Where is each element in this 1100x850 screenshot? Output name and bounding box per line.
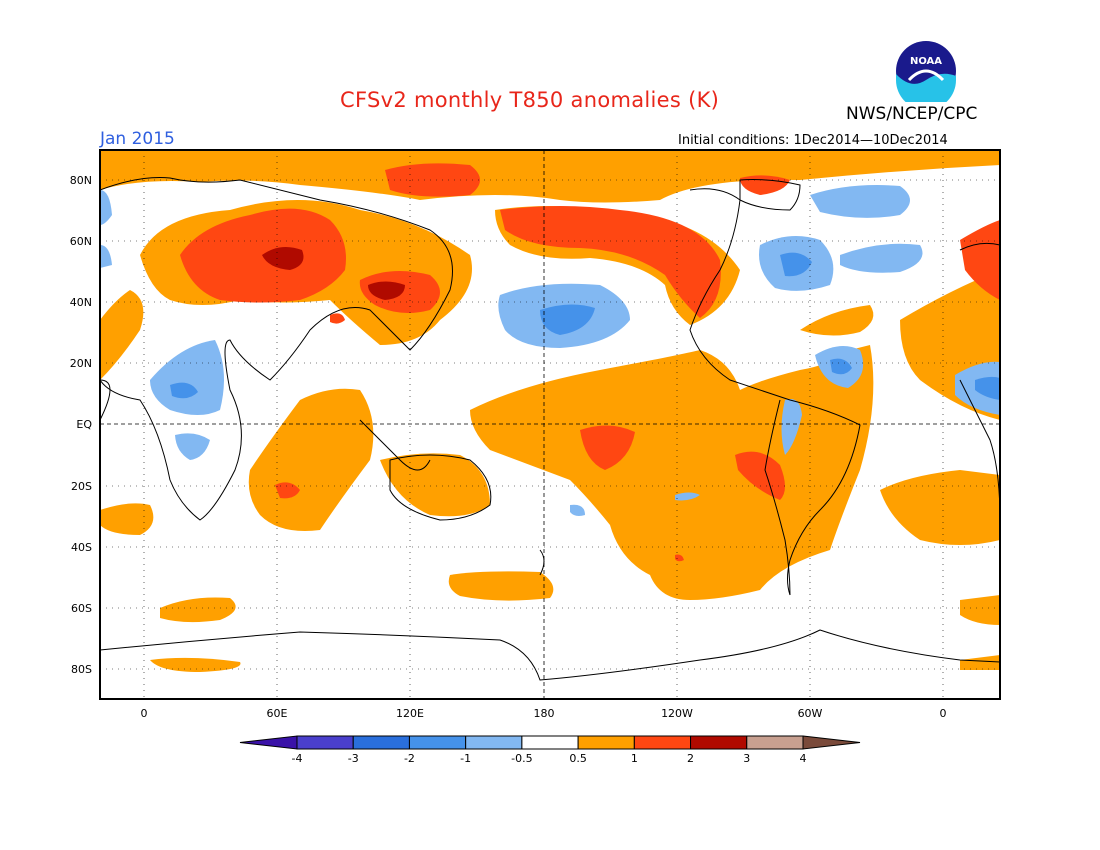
colorbar-bin	[465, 735, 523, 750]
longitude-labels: 0 60E 120E 180 120W 60W 0	[141, 707, 947, 720]
colorbar-label: 0.5	[569, 752, 587, 765]
colorbar-bin	[746, 735, 804, 750]
agency-label: NWS/NCEP/CPC	[846, 104, 978, 124]
lat-label: 40S	[71, 541, 92, 554]
latitude-labels: 80N 60N 40N 20N EQ 20S 40S 60S 80S	[70, 174, 93, 676]
colorbar-label: -1	[460, 752, 471, 765]
colorbar-bin	[521, 735, 579, 750]
colorbar-label: 3	[743, 752, 750, 765]
colorbar-label: -0.5	[511, 752, 532, 765]
lat-label: 60N	[70, 235, 92, 248]
anomaly-field	[100, 150, 1000, 699]
colorbar-bin	[633, 735, 692, 750]
map-frame	[99, 149, 1001, 700]
lon-label: 120E	[396, 707, 424, 720]
lon-label: 0	[141, 707, 148, 720]
initial-conditions: Initial conditions: 1Dec2014—10Dec2014	[678, 133, 948, 148]
lat-label: 60S	[71, 602, 92, 615]
colorbar-bin	[296, 735, 354, 750]
lon-label: 180	[534, 707, 555, 720]
colorbar-label: -3	[348, 752, 359, 765]
colorbar-bin	[577, 735, 635, 750]
lat-label: 80N	[70, 174, 92, 187]
lat-label: 20N	[70, 357, 92, 370]
lon-label: 120W	[661, 707, 693, 720]
lat-label: 20S	[71, 480, 92, 493]
colorbar-bin	[352, 735, 410, 750]
colorbar-label: -4	[292, 752, 303, 765]
lon-label: 60E	[267, 707, 288, 720]
colorbar: -4 -3 -2 -1 -0.5 0.5 1 2 3 4	[239, 735, 861, 765]
colorbar-label: 2	[687, 752, 694, 765]
forecast-month: Jan 2015	[100, 129, 175, 149]
colorbar-label: -2	[404, 752, 415, 765]
lat-label: EQ	[76, 418, 92, 431]
logo-text: NOAA	[910, 56, 942, 67]
equator-dateline	[100, 150, 1000, 699]
lon-label: 0	[940, 707, 947, 720]
lat-label: 40N	[70, 296, 92, 309]
lon-label: 60W	[798, 707, 823, 720]
colorbar-label: 4	[800, 752, 807, 765]
lat-label: 80S	[71, 663, 92, 676]
noaa-logo: NOAA	[896, 41, 956, 102]
map-title: CFSv2 monthly T850 anomalies (K)	[340, 88, 720, 112]
colorbar-bin	[408, 735, 467, 750]
colorbar-bin	[239, 735, 298, 750]
colorbar-label: 1	[631, 752, 638, 765]
colorbar-bin	[690, 735, 748, 750]
colorbar-bin	[802, 735, 861, 750]
